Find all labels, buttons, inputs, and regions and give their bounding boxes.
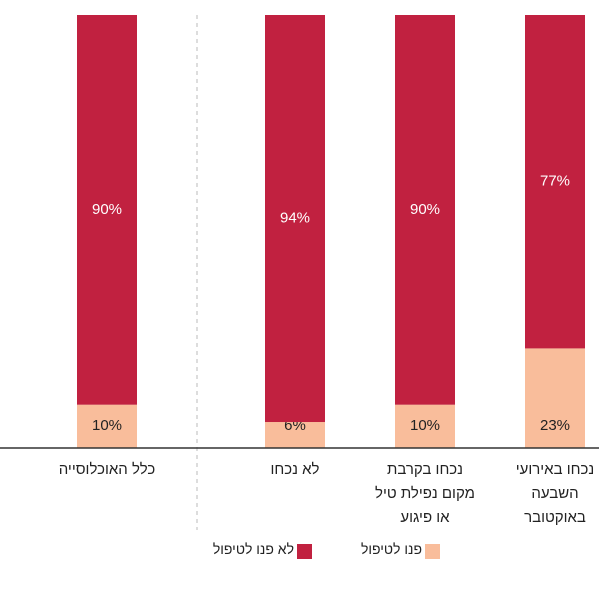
bar-segment [525,348,585,448]
bar-segment [77,15,137,405]
value-label: 77% [540,173,570,190]
legend-swatch [297,544,312,559]
value-label: 10% [92,417,122,434]
x-tick-label: נכחו באירועי השבעה באוקטובר [515,461,595,526]
value-label: 94% [280,209,310,226]
bar-segment [395,15,455,405]
value-label: 90% [410,201,440,218]
x-tick-label: נכחו בקרבת מקום נפילת טיל או פיגוע [375,461,475,526]
legend-label: לא פנו לטיפול [212,541,294,557]
bar-segment [265,15,325,423]
bar-segment [525,15,585,349]
x-tick-label: כלל האוכלוסייה [58,461,156,478]
bar-segment [77,404,137,448]
x-tick-label: לא נכחו [270,461,320,478]
bar-segment [265,422,325,448]
bar-segment [395,404,455,448]
value-label: 90% [92,201,122,218]
legend-swatch [425,544,440,559]
value-label: 10% [410,417,440,434]
legend-label: פנו לטיפול [360,541,422,557]
value-label: 23% [540,417,570,434]
